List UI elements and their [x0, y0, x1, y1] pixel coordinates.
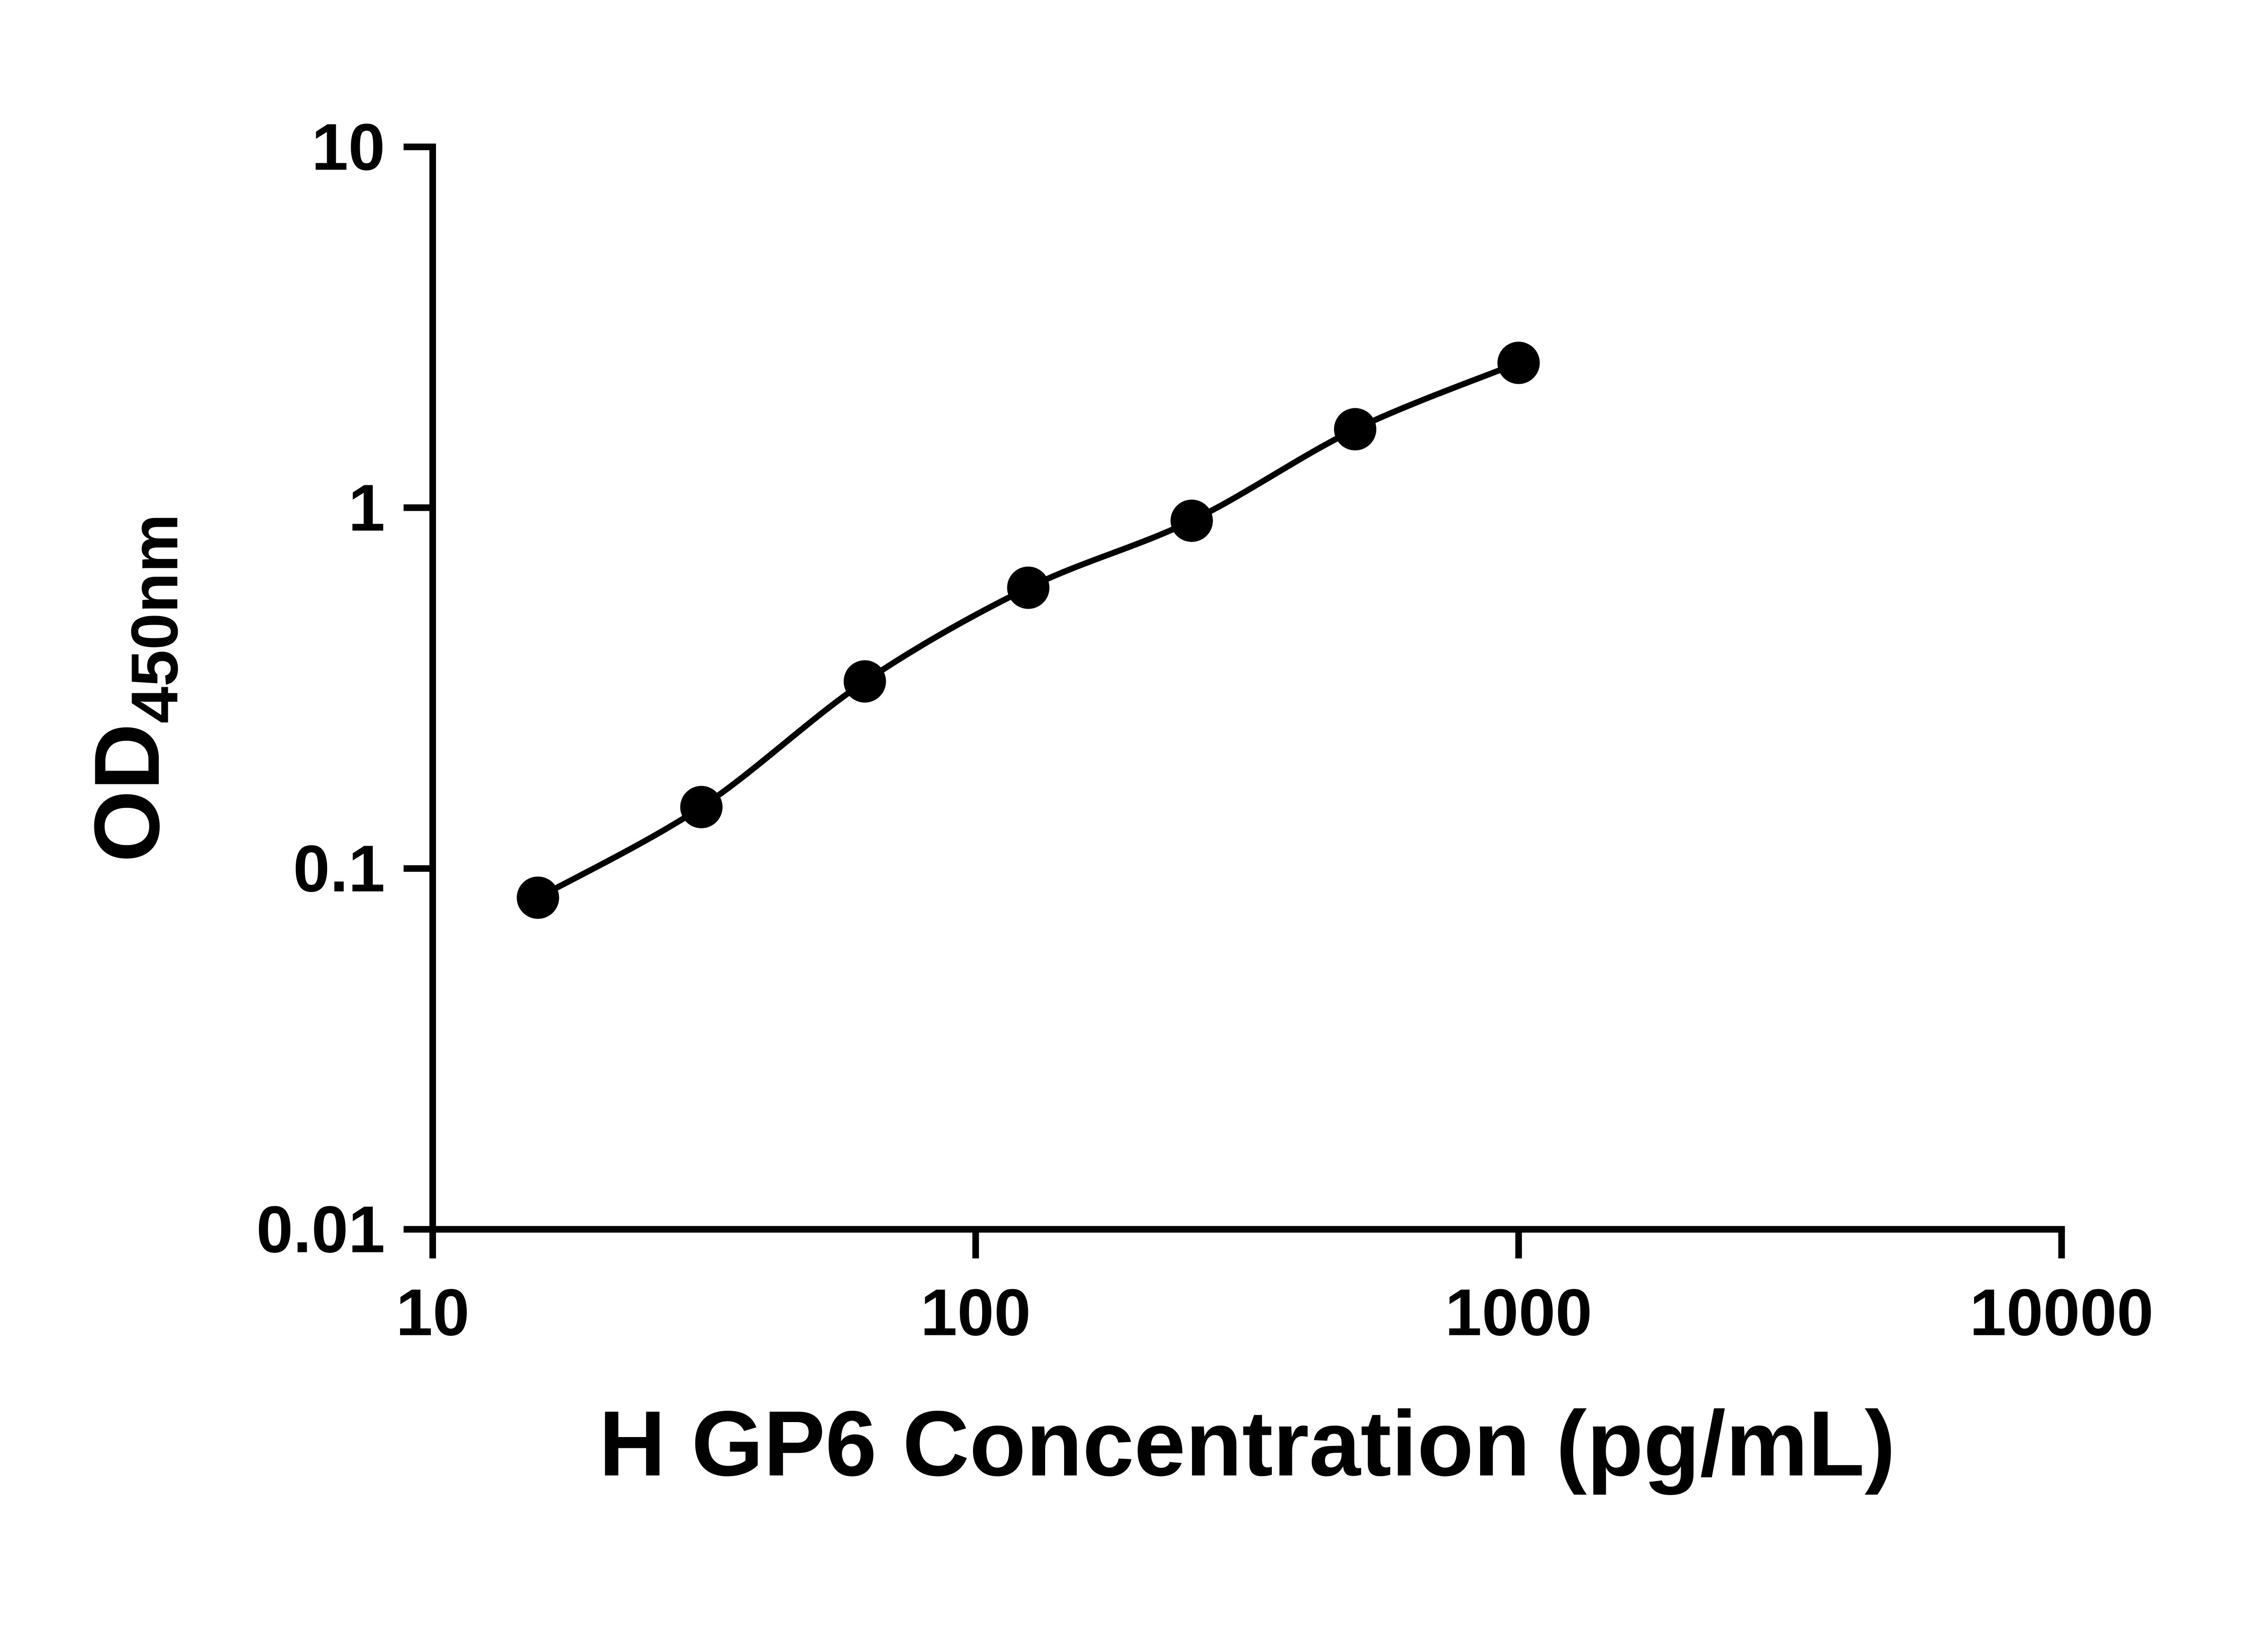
data-point	[1007, 566, 1050, 609]
elisa-standard-curve-figure: 10 1 0.1 0.01 10 100 1000 10000 H GP6 Concentrat…	[0, 0, 2268, 1588]
data-point	[1334, 408, 1377, 450]
data-point	[517, 876, 559, 919]
y-axis-title: OD450nm	[75, 514, 191, 862]
x-axis-title: H GP6 Concentration (pg/mL)	[599, 1392, 1896, 1496]
y-tick-label: 0.1	[293, 831, 385, 905]
x-tick-label: 1000	[1445, 1275, 1592, 1349]
y-tick-label: 10	[312, 110, 385, 184]
x-tick-label: 10000	[1970, 1275, 2154, 1349]
data-point	[1497, 342, 1540, 384]
x-tick-label: 10	[396, 1275, 469, 1349]
data-point	[1170, 499, 1213, 542]
chart-background	[0, 0, 2268, 1588]
y-axis-title-subscript: 450nm	[117, 514, 191, 724]
data-point	[680, 786, 723, 828]
x-tick-label: 100	[920, 1275, 1031, 1349]
y-tick-label: 0.01	[256, 1193, 385, 1266]
y-tick-label: 1	[348, 471, 385, 545]
data-point	[843, 660, 886, 703]
y-axis-title-main: OD	[75, 724, 179, 862]
